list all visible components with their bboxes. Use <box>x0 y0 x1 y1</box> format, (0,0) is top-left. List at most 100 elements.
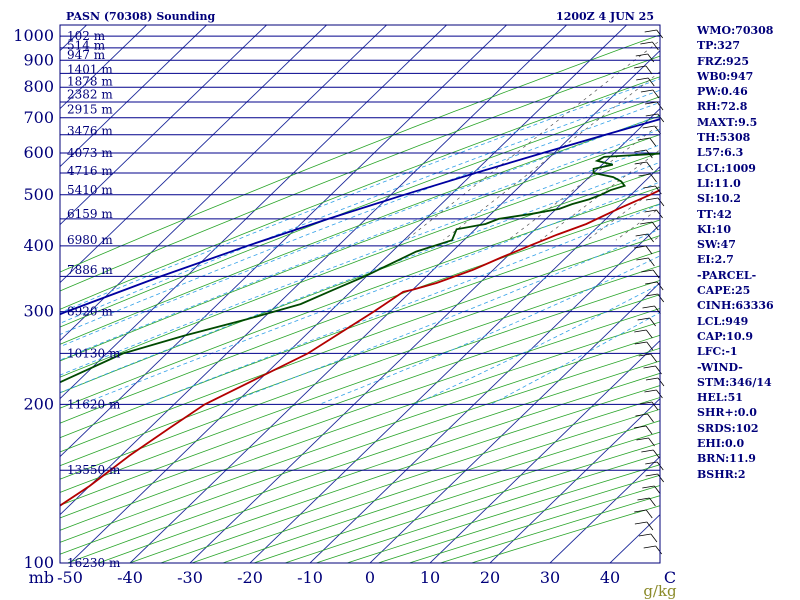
wind-barb-staff <box>635 233 648 237</box>
wind-barb-staff <box>645 293 658 297</box>
wind-barb <box>645 293 665 303</box>
wind-barb-staff <box>642 305 655 309</box>
wind-barb <box>637 497 656 507</box>
wind-barb-flag <box>657 293 665 303</box>
wind-barb-flag <box>647 53 655 63</box>
pressure-tick-label: 400 <box>23 236 54 255</box>
wind-barb <box>634 341 654 351</box>
wind-barb-flag <box>650 173 657 183</box>
sounding-index: L57:6.3 <box>697 146 744 160</box>
wind-barb-staff <box>636 257 649 261</box>
wind-barb <box>634 161 654 171</box>
wind-barb-flag <box>646 521 654 531</box>
wind-barb-staff <box>644 101 658 105</box>
dry-adiabat-line <box>60 334 660 543</box>
wind-barb-flag <box>654 485 661 495</box>
wind-barb <box>637 317 656 327</box>
wind-barb-flag <box>657 377 665 387</box>
wind-barb-staff <box>641 449 654 453</box>
sounding-index: LCL:1009 <box>697 161 756 175</box>
mixing-ratio-line <box>507 123 660 241</box>
sounding-index: RH:72.8 <box>697 100 748 114</box>
wind-barb-staff <box>634 329 647 333</box>
wind-barb <box>636 437 655 447</box>
moist-adiabat-line <box>319 255 660 405</box>
wind-barb-staff <box>643 365 656 369</box>
wind-barb <box>634 509 653 519</box>
sounding-index: BSHR:2 <box>697 467 746 481</box>
dry-adiabat-line <box>60 34 660 273</box>
dry-adiabat-line <box>60 76 660 310</box>
dry-adiabat-line <box>60 96 660 328</box>
wind-barb <box>644 389 663 399</box>
isotherm-line <box>549 456 660 563</box>
dry-adiabat-line <box>60 134 660 362</box>
dry-adiabat-line <box>60 186 660 409</box>
pressure-tick-label: 300 <box>23 302 54 321</box>
wind-barb-flag <box>649 497 656 507</box>
wind-barb-flag <box>646 149 653 159</box>
wind-barb-flag <box>651 401 659 411</box>
isotherm-line <box>249 166 660 563</box>
isotherm-line <box>489 398 660 563</box>
wind-barb <box>643 365 662 375</box>
isotherm-line <box>60 25 267 226</box>
height-label: 1401 m <box>67 62 113 76</box>
pressure-tick-label: 600 <box>23 143 54 162</box>
pressure-tick-label: 100 <box>23 553 54 572</box>
sounding-index: FRZ:925 <box>697 54 750 68</box>
wind-barb-flag <box>656 389 663 399</box>
wind-barb-flag <box>645 425 653 435</box>
wind-barb <box>635 53 655 63</box>
wind-barb-staff <box>645 197 659 201</box>
wind-barb <box>640 89 660 99</box>
height-label: 2915 m <box>67 103 113 117</box>
sounding-index: WMO:70308 <box>697 24 774 37</box>
wind-barb <box>635 413 654 423</box>
wind-barb-flag <box>653 449 660 459</box>
temperature-tick-label: 30 <box>540 568 560 587</box>
height-label: 13550 m <box>67 463 121 477</box>
sounding-index: LCL:949 <box>697 314 749 328</box>
wind-barb-flag <box>646 161 654 171</box>
temperature-tick-label: -10 <box>297 568 323 587</box>
sounding-indices-panel: WMO:70308 TP:327 FRZ:925 WB0:947 PW:0.46 RH:7… <box>697 23 797 482</box>
dry-adiabat-line <box>60 294 660 506</box>
wind-barb <box>645 113 665 123</box>
height-label: 947 m <box>67 48 106 62</box>
wind-barb-flag <box>647 233 654 243</box>
wind-barb <box>633 245 653 255</box>
height-label: 102 m <box>67 29 106 43</box>
dry-adiabat-line <box>60 219 660 439</box>
wind-barb <box>645 197 665 207</box>
height-label: 10130 m <box>67 346 121 360</box>
wind-barb-staff <box>639 401 653 405</box>
chart-time: 1200Z 4 JUN 25 <box>556 10 654 23</box>
wind-barb <box>633 425 653 435</box>
isotherm-line <box>309 224 660 563</box>
wind-barb-staff <box>640 41 653 45</box>
isotherm-line <box>60 25 447 400</box>
isobar-lines <box>60 35 660 564</box>
moist-adiabat-line <box>223 228 660 405</box>
wind-barb <box>637 137 657 147</box>
wind-barb-flag <box>648 437 655 447</box>
sounding-index: WB0:947 <box>697 69 754 83</box>
wind-barb-flag <box>657 197 665 207</box>
wind-barb-staff <box>635 413 648 417</box>
wind-barb <box>645 473 664 483</box>
height-label: 3476 m <box>67 124 113 138</box>
wind-barb-flag <box>647 413 654 423</box>
wind-barb-flag <box>652 269 660 279</box>
mixing-ratio-unit: g/kg <box>643 582 677 600</box>
wind-barb-staff <box>638 173 651 177</box>
wind-barb <box>634 149 653 159</box>
wind-barb-flag <box>652 89 660 99</box>
pressure-tick-label: 500 <box>23 185 54 204</box>
sounding-index: CAPE:25 <box>697 284 751 298</box>
pressure-tick-label: 900 <box>23 50 54 69</box>
wind-barb-staff <box>640 89 654 93</box>
sounding-index: SI:10.2 <box>697 192 741 206</box>
dry-adiabat-line <box>60 152 660 378</box>
